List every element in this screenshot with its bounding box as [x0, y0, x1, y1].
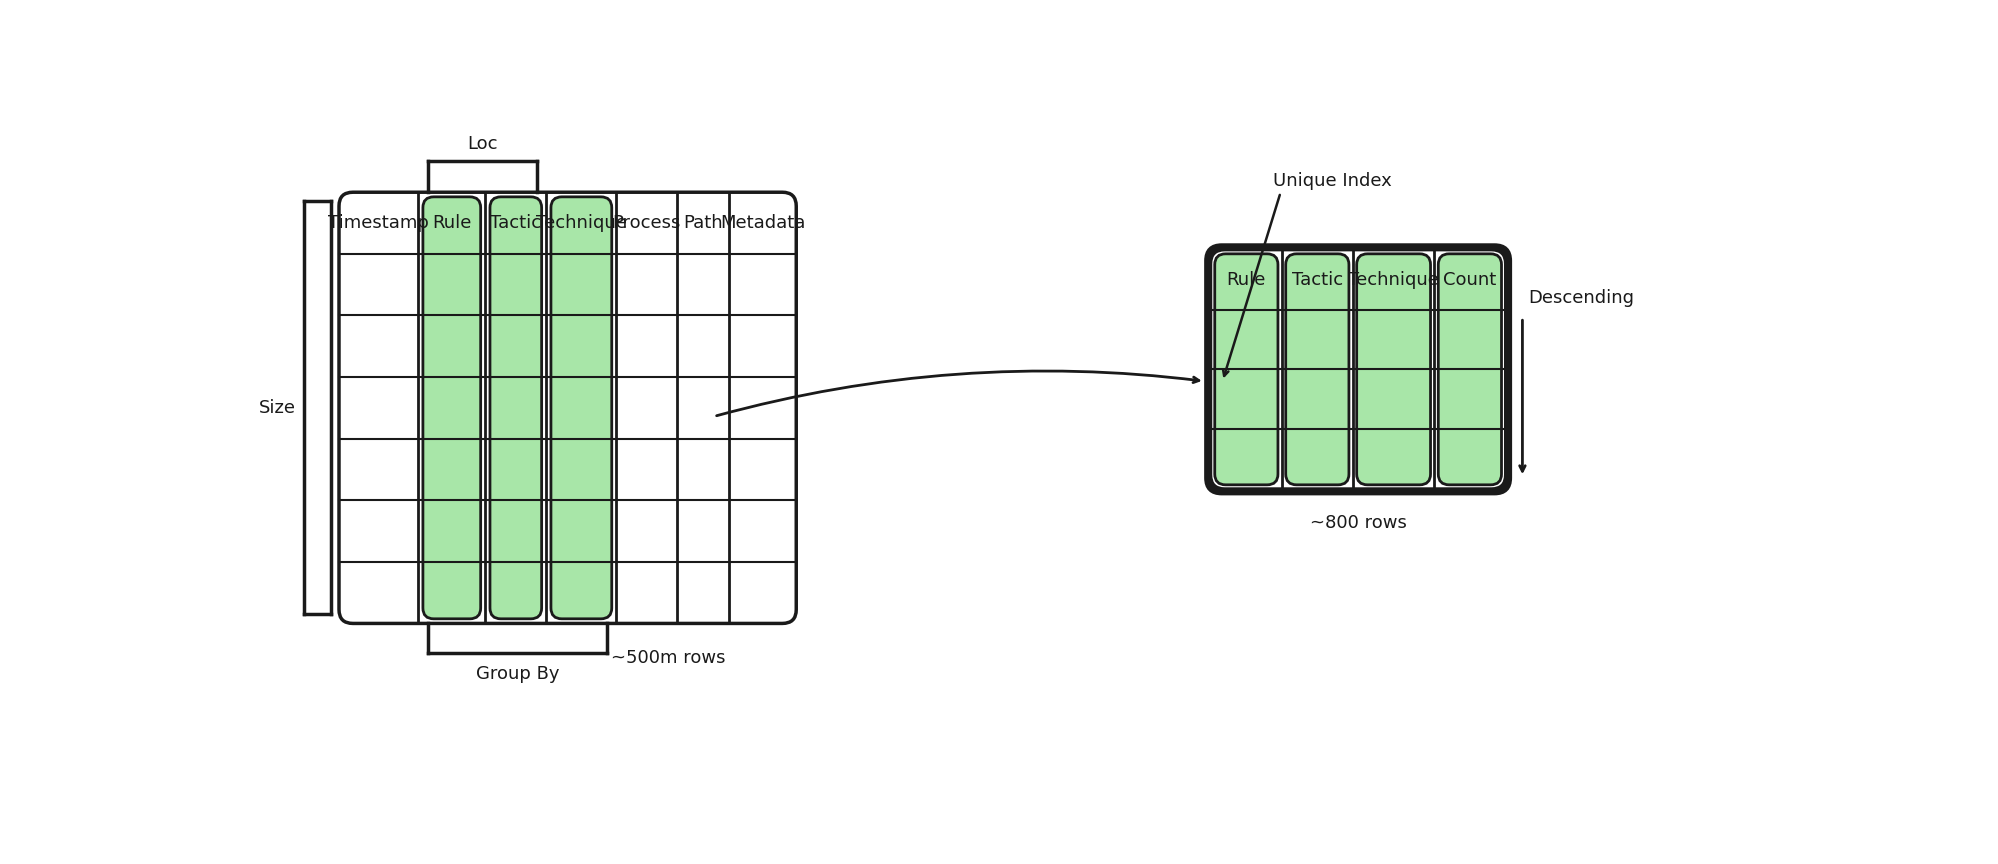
Text: Metadata: Metadata	[719, 214, 805, 232]
Text: Group By: Group By	[476, 665, 559, 683]
Text: Size: Size	[258, 399, 296, 416]
Text: Rule: Rule	[432, 214, 472, 232]
Text: Timestamp: Timestamp	[328, 214, 430, 232]
Text: Rule: Rule	[1227, 270, 1265, 289]
Text: Path: Path	[683, 214, 723, 232]
FancyBboxPatch shape	[1205, 245, 1508, 493]
FancyBboxPatch shape	[551, 197, 611, 619]
FancyBboxPatch shape	[490, 197, 541, 619]
Text: Loc: Loc	[468, 136, 498, 154]
Text: Technique: Technique	[1347, 270, 1439, 289]
FancyBboxPatch shape	[1211, 250, 1504, 489]
Text: Descending: Descending	[1528, 289, 1634, 307]
Text: Process: Process	[613, 214, 681, 232]
FancyBboxPatch shape	[1357, 254, 1431, 485]
Text: Tactic: Tactic	[1291, 270, 1343, 289]
FancyBboxPatch shape	[1215, 254, 1277, 485]
Text: Unique Index: Unique Index	[1273, 172, 1391, 190]
Text: ~800 rows: ~800 rows	[1309, 514, 1407, 532]
FancyBboxPatch shape	[1285, 254, 1349, 485]
Text: Technique: Technique	[535, 214, 627, 232]
FancyBboxPatch shape	[424, 197, 480, 619]
Text: ~500m rows: ~500m rows	[611, 649, 725, 667]
Text: Tactic: Tactic	[490, 214, 541, 232]
FancyBboxPatch shape	[1439, 254, 1500, 485]
Text: Count: Count	[1443, 270, 1497, 289]
FancyBboxPatch shape	[340, 192, 795, 624]
